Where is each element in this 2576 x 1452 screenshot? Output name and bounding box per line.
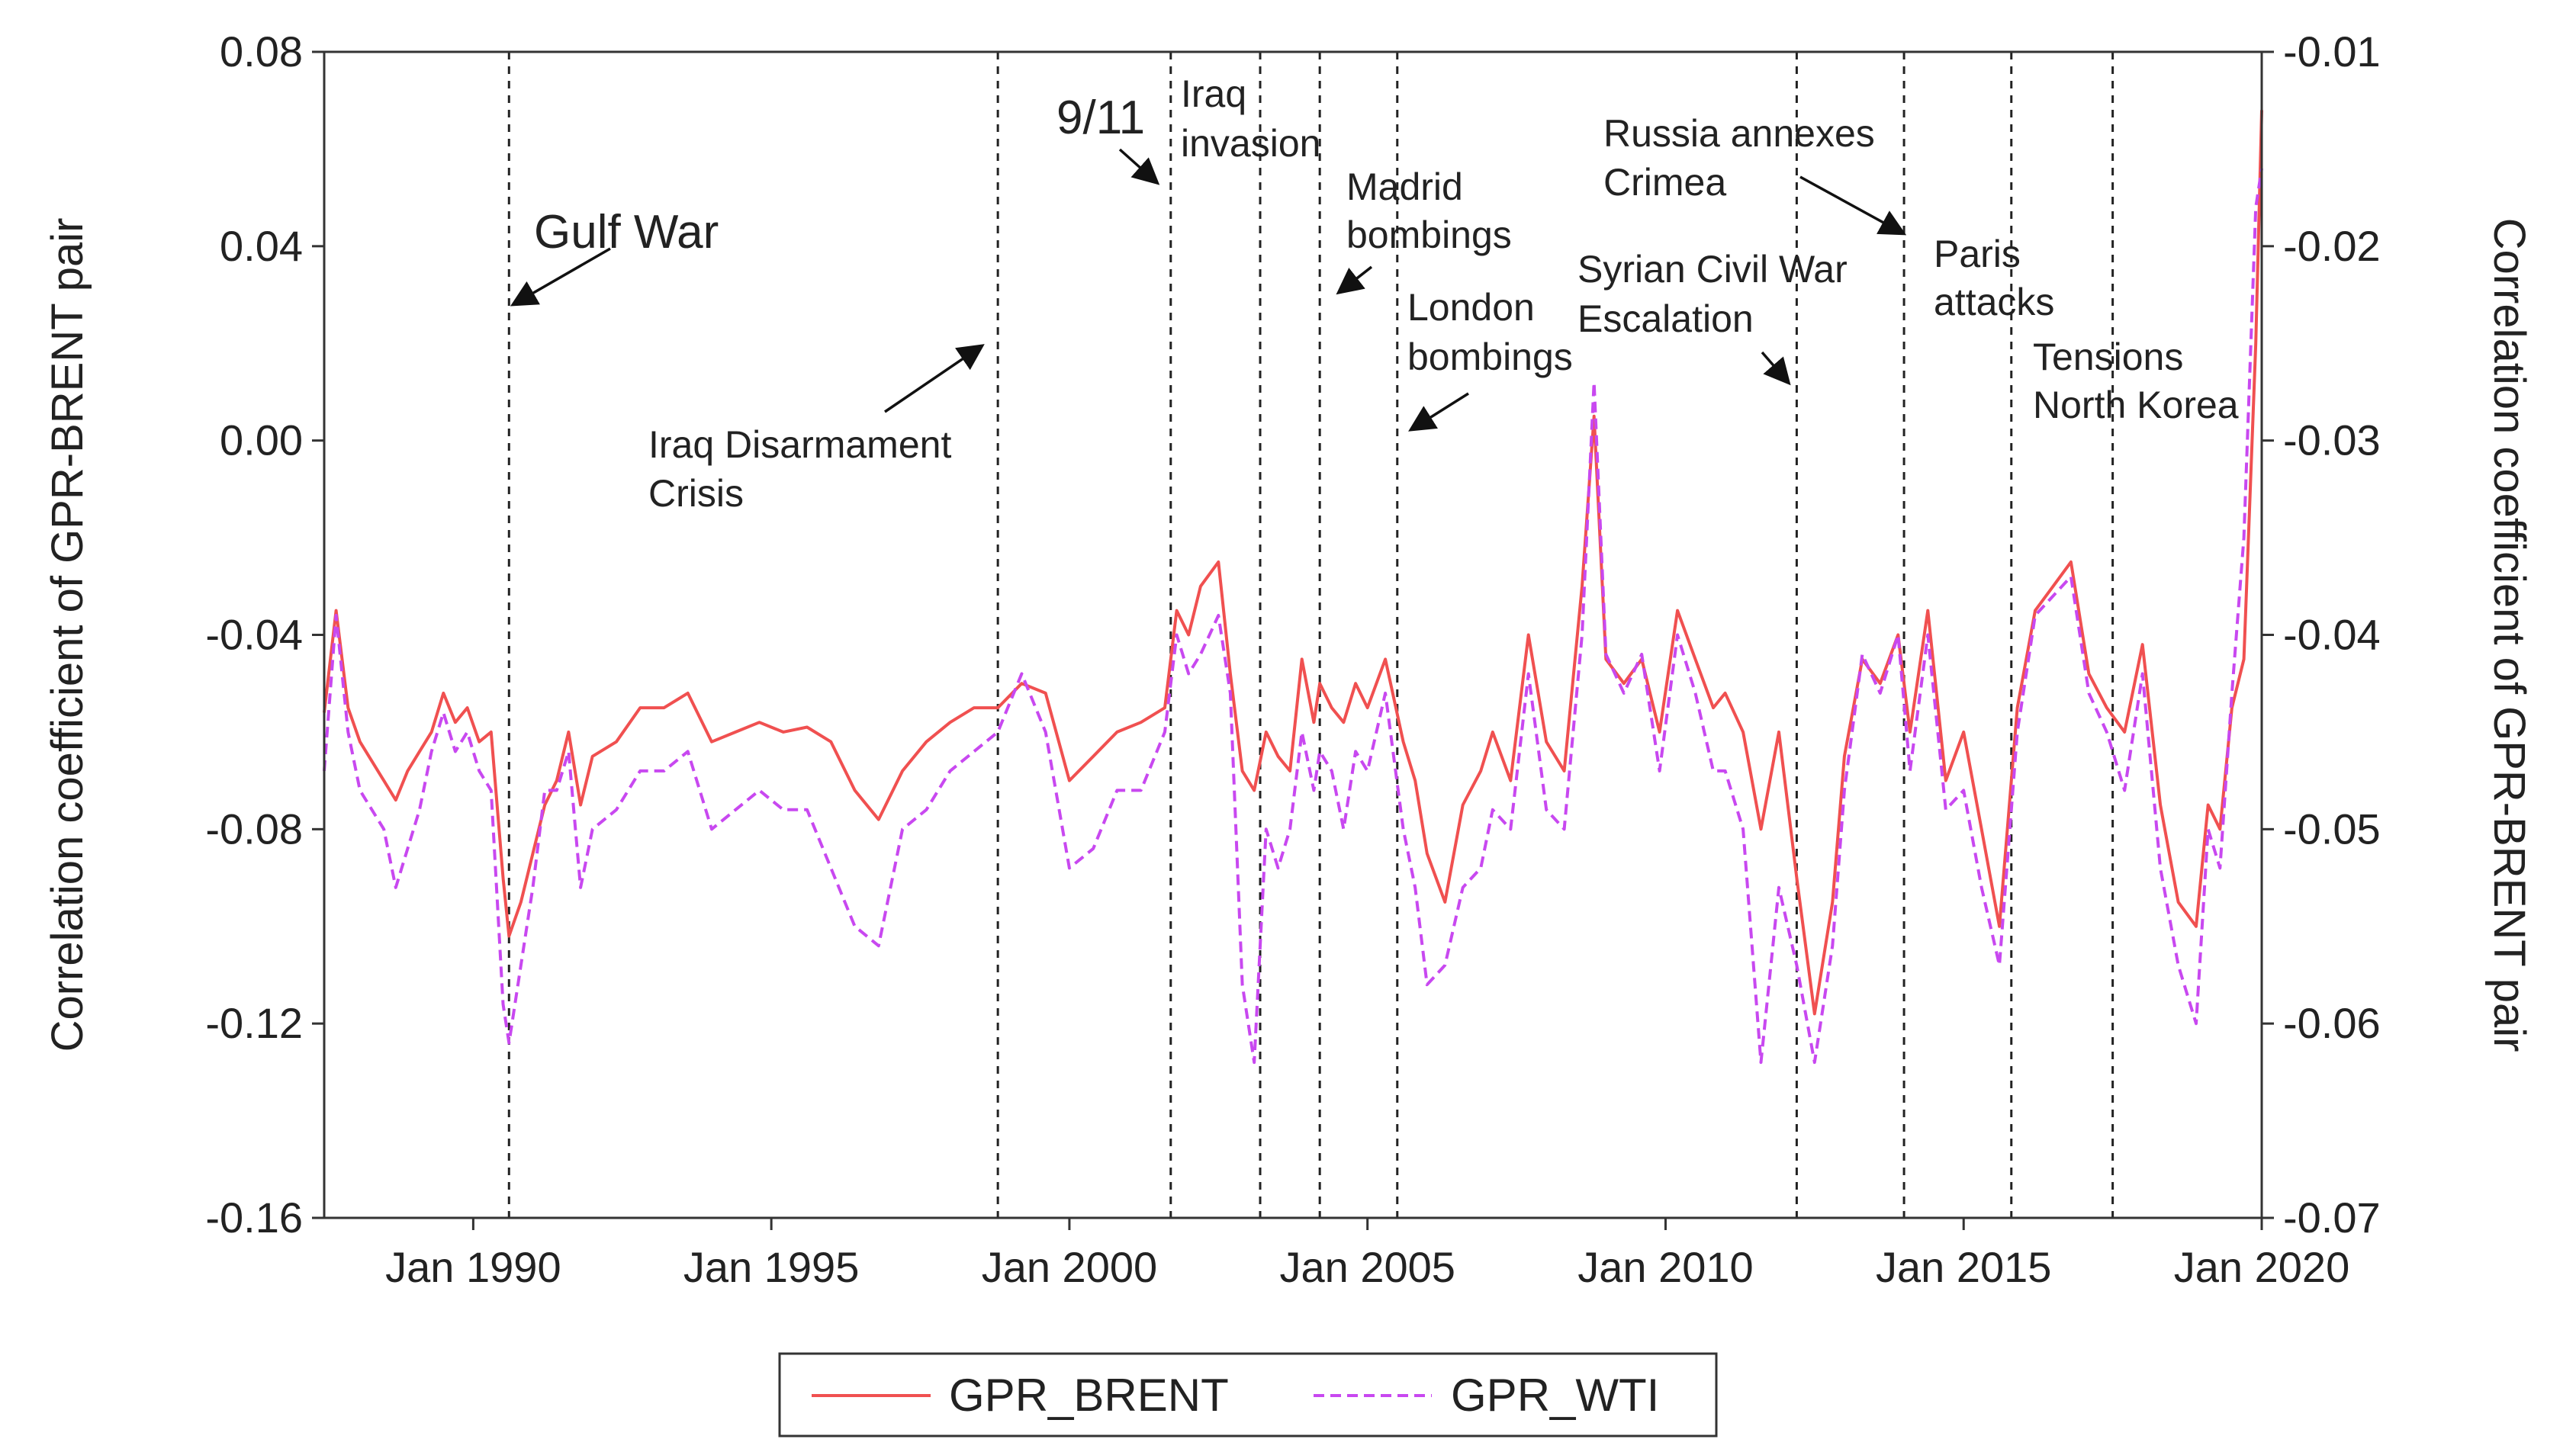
annotation-8: Paris attacks <box>1934 233 2054 323</box>
annotation-1: Iraq Disarmament Crisis <box>648 344 985 515</box>
series-line-gpr-wti <box>323 168 2263 1065</box>
annotation-label: Russia annexes Crimea <box>1603 112 1875 204</box>
annotation-label-line: London <box>1407 286 1535 329</box>
x-tick-label: Jan 2020 <box>2174 1243 2349 1291</box>
y-tick-right-label: -0.05 <box>2283 805 2381 853</box>
y-tick-left-label: -0.04 <box>205 611 303 659</box>
annotation-label: Madrid bombings <box>1346 165 1512 256</box>
annotation-0: Gulf War <box>510 206 719 307</box>
x-tick-label: Jan 2005 <box>1279 1243 1455 1291</box>
annotation-arrow <box>1118 148 1160 185</box>
y-tick-right-label: -0.03 <box>2283 416 2381 464</box>
annotation-label: Tensions North Korea <box>2033 336 2239 426</box>
y-axis-right-title: Correlation coefficient of GPR-BRENT pai… <box>2484 218 2534 1052</box>
annotation-label: Paris attacks <box>1934 233 2054 323</box>
annotation-label-line: Crisis <box>648 472 744 515</box>
annotation-label-line: 9/11 <box>1056 92 1145 144</box>
annotation-label-line: Paris <box>1934 233 2021 275</box>
y-tick-left-label: 0.08 <box>220 27 303 75</box>
annotation-arrow <box>510 247 611 307</box>
x-tick-label: Jan 2000 <box>982 1243 1157 1291</box>
annotation-label: Syrian Civil War Escalation <box>1577 248 1848 340</box>
annotation-label-line: Russia annexes <box>1603 112 1875 155</box>
annotation-label-line: Syrian Civil War <box>1577 248 1848 291</box>
annotation-label-line: Madrid <box>1346 165 1463 208</box>
x-tick-label: Jan 2010 <box>1577 1243 1753 1291</box>
annotation-5: London bombings <box>1407 286 1573 432</box>
annotation-label: Iraq invasion <box>1181 72 1320 165</box>
annotation-7: Russia annexes Crimea <box>1603 112 1907 236</box>
series-line-gpr-brent <box>323 110 2263 1016</box>
annotation-label-line: attacks <box>1934 281 2054 323</box>
annotation-label: 9/11 <box>1056 92 1145 144</box>
y-tick-left-label: -0.16 <box>205 1193 303 1242</box>
legend-label-gpr-wti: GPR_WTI <box>1451 1370 1659 1421</box>
x-tick-label: Jan 1990 <box>385 1243 561 1291</box>
y-tick-left-label: -0.12 <box>205 999 303 1047</box>
annotation-6: Syrian Civil War Escalation <box>1577 248 1848 386</box>
annotation-label-line: Tensions <box>2033 336 2183 378</box>
y-tick-left-label: -0.08 <box>205 805 303 853</box>
y-axis-left-title: Correlation coefficient of GPR-BRENT pai… <box>43 218 92 1052</box>
annotation-label-line: bombings <box>1346 214 1512 256</box>
annotation-label-line: Escalation <box>1577 297 1754 340</box>
legend-label-gpr-brent: GPR_BRENT <box>949 1370 1229 1421</box>
annotation-arrow <box>1336 265 1373 295</box>
legend-box <box>778 1352 1718 1438</box>
x-tick-label: Jan 2015 <box>1876 1243 2051 1291</box>
annotation-label: Iraq Disarmament Crisis <box>648 423 951 515</box>
annotation-arrow <box>884 344 985 413</box>
x-tick-label: Jan 1995 <box>683 1243 859 1291</box>
annotation-label-line: Iraq Disarmament <box>648 423 951 466</box>
y-tick-right-label: -0.06 <box>2283 999 2381 1047</box>
annotation-9: Tensions North Korea <box>2033 336 2239 426</box>
y-tick-right-label: -0.01 <box>2283 27 2381 75</box>
y-tick-left-label: 0.04 <box>220 222 303 270</box>
y-tick-right-label: -0.04 <box>2283 611 2381 659</box>
annotation-3: Iraq invasion <box>1181 72 1320 165</box>
y-tick-left-label: 0.00 <box>220 416 303 464</box>
annotation-label-line: North Korea <box>2033 384 2239 426</box>
annotation-label-line: Iraq <box>1181 72 1246 115</box>
annotation-label-line: Crimea <box>1603 161 1726 204</box>
annotation-label: London bombings <box>1407 286 1573 378</box>
annotation-arrow <box>1761 351 1791 386</box>
annotation-4: Madrid bombings <box>1336 165 1512 295</box>
y-tick-right-label: -0.07 <box>2283 1193 2381 1242</box>
annotation-label-line: bombings <box>1407 336 1573 378</box>
annotation-label: Gulf War <box>534 206 719 259</box>
annotation-arrow <box>1799 175 1907 236</box>
annotation-arrow <box>1408 392 1469 432</box>
annotation-2: 9/11 <box>1056 92 1160 185</box>
y-tick-right-label: -0.02 <box>2283 222 2381 270</box>
annotation-label-line: invasion <box>1181 122 1320 165</box>
annotation-label-line: Gulf War <box>534 206 719 259</box>
